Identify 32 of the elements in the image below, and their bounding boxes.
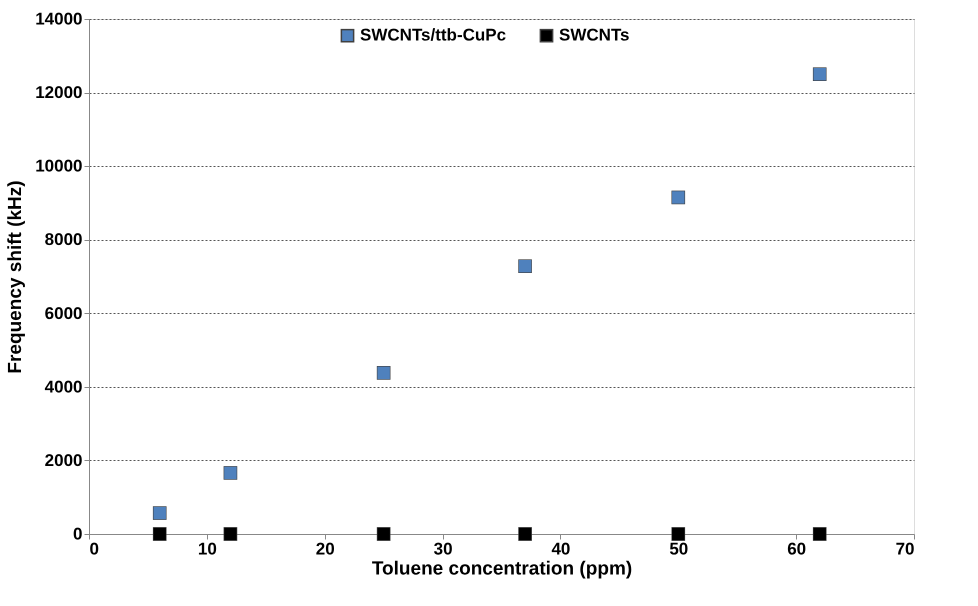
y-tick-label: 14000 bbox=[35, 10, 82, 28]
legend-label: SWCNTs/ttb-CuPc bbox=[360, 26, 506, 45]
point bbox=[671, 190, 686, 204]
y-axis-title: Frequency shift (kHz) bbox=[5, 180, 26, 374]
point bbox=[152, 506, 167, 520]
x-tick-label: 10 bbox=[198, 540, 217, 558]
x-tick-label: 40 bbox=[551, 540, 570, 558]
x-tick-label: 50 bbox=[669, 540, 688, 558]
x-tick-label: 60 bbox=[787, 540, 806, 558]
y-tick-label: 0 bbox=[73, 524, 82, 544]
x-tick-label: 0 bbox=[90, 540, 99, 558]
point bbox=[518, 527, 532, 541]
point bbox=[671, 527, 686, 541]
point bbox=[376, 527, 390, 541]
y-tick-label: 8000 bbox=[44, 230, 82, 250]
y-tick-label: 4000 bbox=[44, 377, 82, 396]
point bbox=[812, 67, 827, 81]
y-tick-label: 10000 bbox=[35, 156, 82, 176]
y-tick-label: 2000 bbox=[44, 450, 82, 470]
x-tick-label: 70 bbox=[896, 540, 914, 558]
point bbox=[518, 259, 532, 274]
x-tick-label: 30 bbox=[434, 540, 453, 558]
y-tick-label: 12000 bbox=[35, 83, 82, 102]
point bbox=[224, 527, 238, 541]
x-axis-title: Toluene concentration (ppm) bbox=[372, 558, 632, 580]
point bbox=[376, 366, 390, 380]
x-tick-label: 20 bbox=[316, 540, 335, 558]
point bbox=[152, 527, 167, 541]
y-tick-label: 6000 bbox=[44, 304, 82, 323]
legend-label: SWCNTs bbox=[559, 26, 630, 45]
point bbox=[224, 466, 238, 480]
point bbox=[812, 527, 827, 541]
